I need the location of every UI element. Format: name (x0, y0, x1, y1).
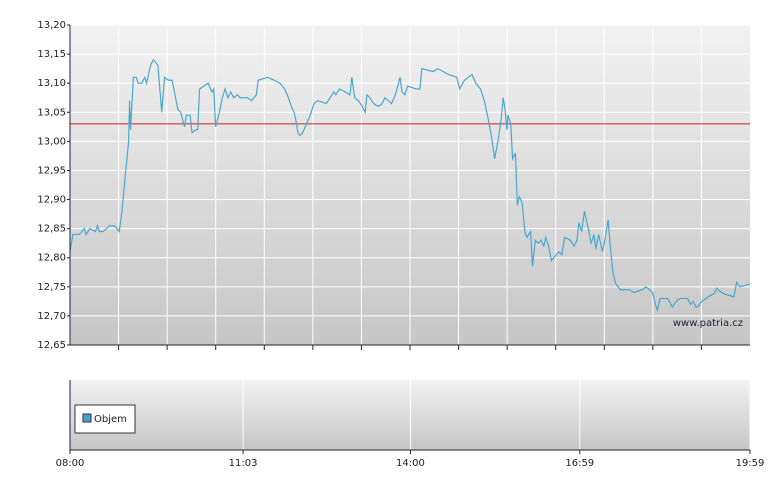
y-tick-label: 13,10 (37, 78, 66, 89)
y-tick-label: 12,65 (37, 340, 66, 351)
watermark: www.patria.cz (673, 318, 743, 329)
y-tick-label: 13,15 (37, 49, 66, 60)
y-tick-label: 12,80 (37, 253, 66, 264)
x-tick-label: 19:59 (736, 458, 765, 469)
x-tick-label: 16:59 (565, 458, 594, 469)
y-tick-label: 13,05 (37, 107, 66, 118)
y-tick-label: 13,20 (37, 20, 66, 31)
legend-swatch (82, 413, 92, 423)
y-tick-label: 12,90 (37, 195, 66, 206)
legend-label: Objem (94, 414, 127, 425)
x-tick-label: 11:03 (229, 458, 258, 469)
y-tick-label: 12,75 (37, 282, 66, 293)
y-tick-label: 13,00 (37, 136, 66, 147)
y-tick-label: 12,70 (37, 311, 66, 322)
x-tick-label: 08:00 (56, 458, 85, 469)
y-tick-label: 12,95 (37, 165, 66, 176)
price-line (69, 58, 751, 313)
y-tick-label: 12,85 (37, 224, 66, 235)
x-tick-label: 14:00 (396, 458, 425, 469)
